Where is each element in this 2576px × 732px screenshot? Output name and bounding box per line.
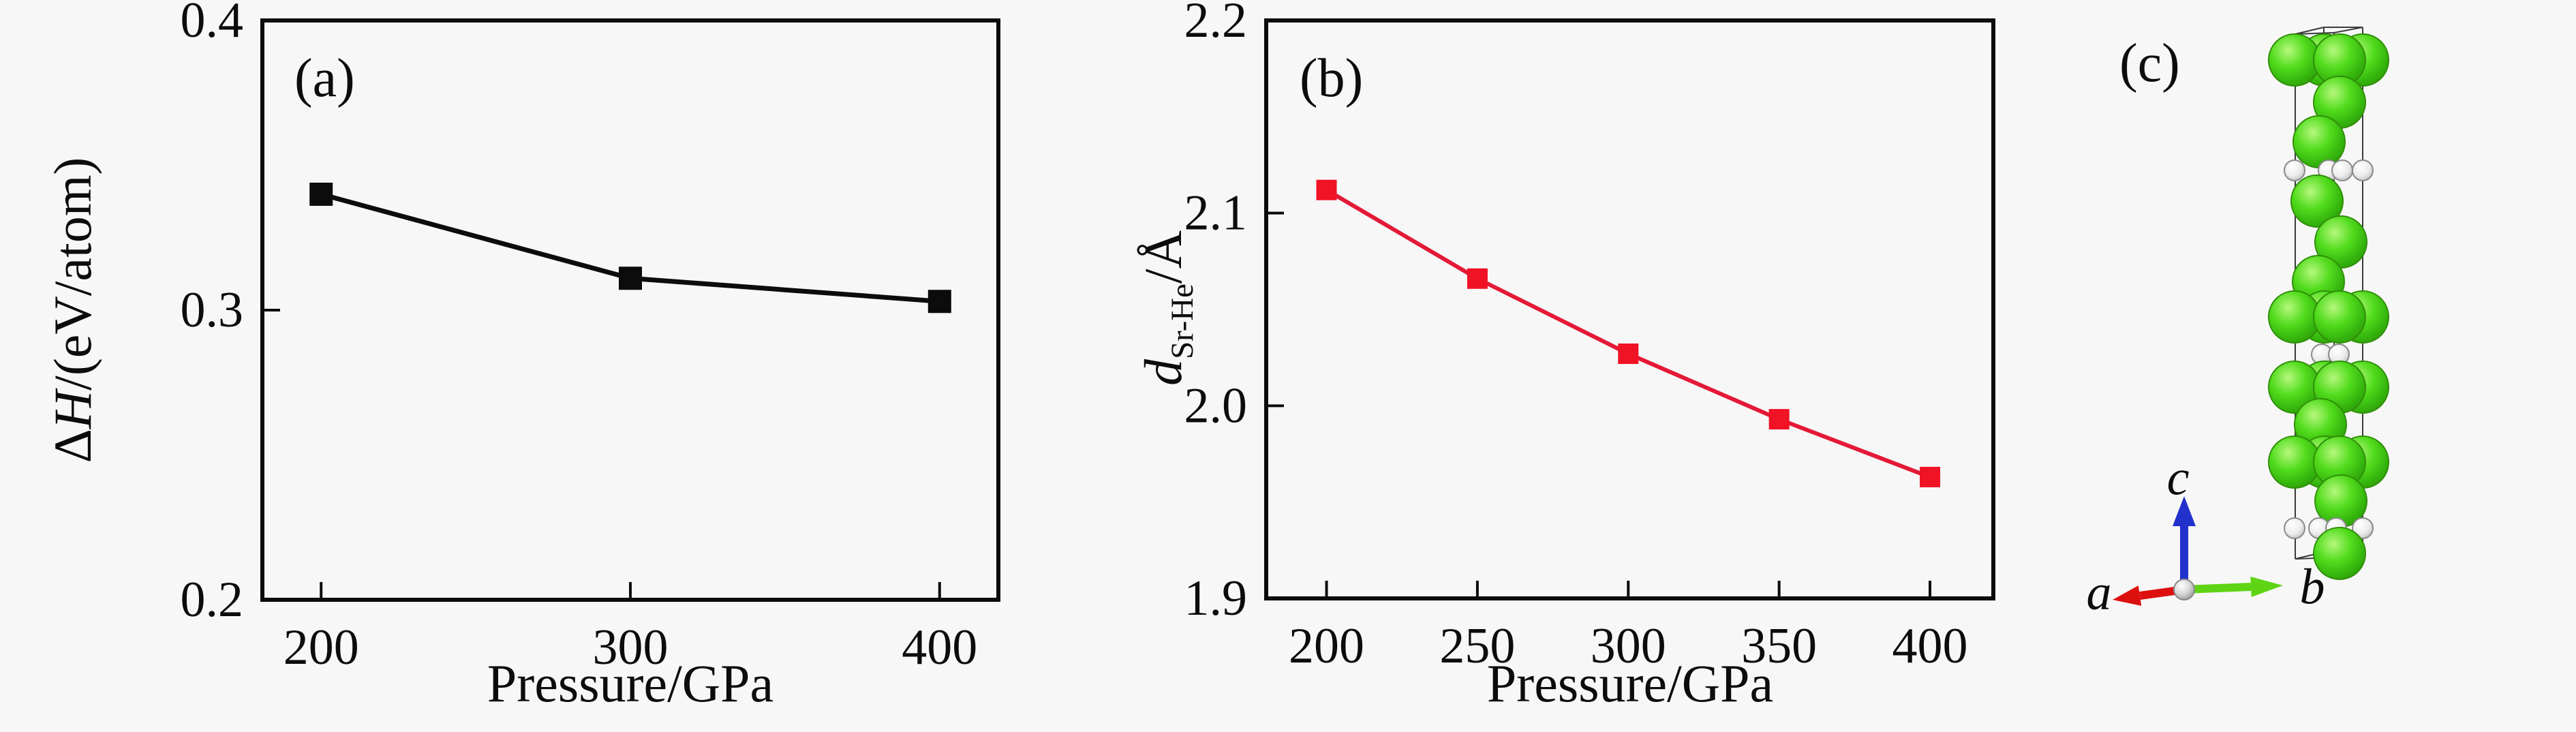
atom-green bbox=[2313, 527, 2366, 580]
data-point bbox=[619, 266, 642, 290]
y-tick-label: 2.1 bbox=[1184, 185, 1248, 241]
panel-a-label: (a) bbox=[294, 48, 355, 108]
cell-edge bbox=[2333, 27, 2363, 33]
atom-white bbox=[2284, 159, 2305, 181]
x-tick-label: 200 bbox=[1289, 618, 1364, 674]
atom-green bbox=[2268, 290, 2321, 344]
panel-b-label: (b) bbox=[1300, 48, 1364, 108]
chart-b-xlabel: Pressure/GPa bbox=[1486, 654, 1774, 713]
atom-green bbox=[2290, 174, 2344, 228]
axis-arrow-shaft-b bbox=[2183, 583, 2252, 594]
y-tick-label: 0.2 bbox=[181, 572, 244, 628]
axis-gizmo bbox=[2113, 496, 2283, 606]
cell-edge bbox=[2295, 32, 2335, 35]
y-tick-label: 0.4 bbox=[181, 0, 244, 48]
atom-green bbox=[2268, 33, 2321, 87]
x-tick-label: 400 bbox=[1892, 618, 1968, 674]
atoms-group bbox=[2268, 33, 2389, 580]
y-tick-label: 0.3 bbox=[181, 282, 244, 338]
atom-white bbox=[2352, 159, 2374, 181]
axis-arrow-head-a bbox=[2113, 585, 2142, 606]
data-point bbox=[927, 290, 951, 314]
chart-a-xlabel: Pressure/GPa bbox=[487, 654, 774, 713]
chart-b-plot: 200 250 300 350 400 1.9 2.0 2.1 2.2 bbox=[1184, 0, 1995, 674]
data-point bbox=[1920, 466, 1941, 487]
atom-white bbox=[2352, 517, 2374, 539]
data-point bbox=[1316, 179, 1337, 200]
plot-frame bbox=[1264, 18, 1995, 600]
data-point bbox=[1467, 268, 1488, 289]
y-tick-label: 2.2 bbox=[1184, 0, 1248, 48]
x-tick-label: 350 bbox=[1741, 618, 1817, 674]
atom-green bbox=[2268, 436, 2321, 489]
x-tick-label: 250 bbox=[1439, 618, 1515, 674]
data-point bbox=[1618, 344, 1639, 365]
data-point bbox=[1768, 409, 1790, 430]
axis-b-label: b bbox=[2299, 559, 2325, 615]
data-point bbox=[309, 183, 333, 206]
panel-c-label: (c) bbox=[2119, 33, 2180, 93]
axis-a-label: a bbox=[2086, 564, 2112, 621]
axis-c-label: c bbox=[2166, 450, 2190, 506]
x-tick-label: 300 bbox=[1591, 618, 1666, 674]
atom-white bbox=[2284, 517, 2305, 539]
cell-edge bbox=[2295, 27, 2325, 35]
y-tick-label: 1.9 bbox=[1184, 570, 1248, 626]
y-tick-label: 2.0 bbox=[1184, 378, 1248, 433]
atom-white bbox=[2331, 159, 2353, 181]
x-tick-label: 200 bbox=[283, 620, 359, 675]
atom-green bbox=[2293, 115, 2346, 168]
x-tick-label: 400 bbox=[902, 620, 977, 675]
atom-green bbox=[2313, 290, 2366, 344]
axis-arrow-head-b bbox=[2250, 577, 2283, 597]
x-tick-label: 300 bbox=[593, 620, 669, 675]
gizmo-origin-sphere bbox=[2173, 579, 2195, 600]
chart-a-plot: 200 300 400 0.2 0.3 0.4 bbox=[181, 0, 1000, 675]
axis-arrow-head-c bbox=[2173, 496, 2196, 526]
